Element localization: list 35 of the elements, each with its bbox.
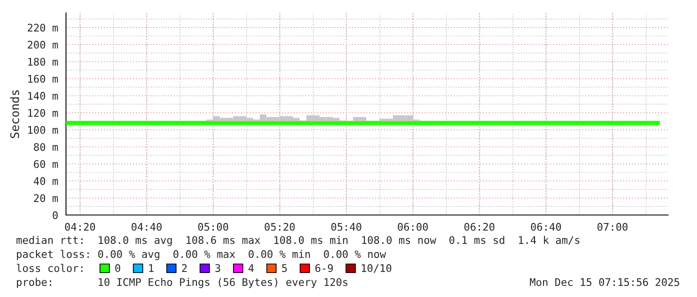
x-tick-label: 07:00 <box>597 222 628 231</box>
x-tick-label: 04:40 <box>132 222 162 231</box>
y-tick-label: 60 m <box>34 160 58 168</box>
y-tick-label: 180 m <box>28 58 58 66</box>
y-tick-label: 80 m <box>34 143 58 151</box>
legend-label: 0 <box>115 264 120 272</box>
legend-label: 2 <box>182 264 187 272</box>
text: median rtt: 108.0 ms avg 108.6 ms max 108.0 ms min 108.0 ms now 0.1 ms sd 1.4 k am/s <box>16 236 580 246</box>
y-tick-label: 200 m <box>28 40 58 49</box>
text: Mon Dec 15 07:15:56 2025 <box>530 278 680 286</box>
y-tick-label: 100 m <box>28 126 58 134</box>
x-tick-label: 05:20 <box>264 222 295 231</box>
y-tick-label: 140 m <box>28 92 58 100</box>
x-tick-label: 04:20 <box>65 222 96 231</box>
x-tick-label: 06:00 <box>398 222 428 231</box>
legend-title: loss color: <box>16 264 82 272</box>
y-tick-label: 20 m <box>34 194 58 202</box>
text: packet loss: 0.00 % avg 0.00 % max 0.00 % min 0.00 % now <box>16 250 386 260</box>
x-tick-label: 05:00 <box>198 222 228 231</box>
y-tick-label: 160 m <box>28 74 58 83</box>
text: probe: 10 ICMP Echo Pings (56 Bytes) every 120s <box>16 278 348 288</box>
y-tick-label: 0 <box>52 211 58 220</box>
x-tick-label: 05:40 <box>331 222 362 231</box>
y-tick-label: 120 m <box>28 108 58 117</box>
legend-label: 1 <box>149 264 154 272</box>
x-tick-label: 06:40 <box>530 222 561 231</box>
legend-label: 10/10 <box>362 264 392 273</box>
x-tick-label: 06:20 <box>464 222 494 231</box>
y-tick-label: 220 m <box>28 24 58 32</box>
legend-label: 6-9 <box>315 264 333 272</box>
legend-label: 5 <box>282 264 287 272</box>
y-axis-title: Seconds <box>10 90 20 138</box>
legend-label: 4 <box>248 264 254 272</box>
legend-label: 3 <box>215 264 220 272</box>
y-tick-label: 40 m <box>34 177 58 186</box>
